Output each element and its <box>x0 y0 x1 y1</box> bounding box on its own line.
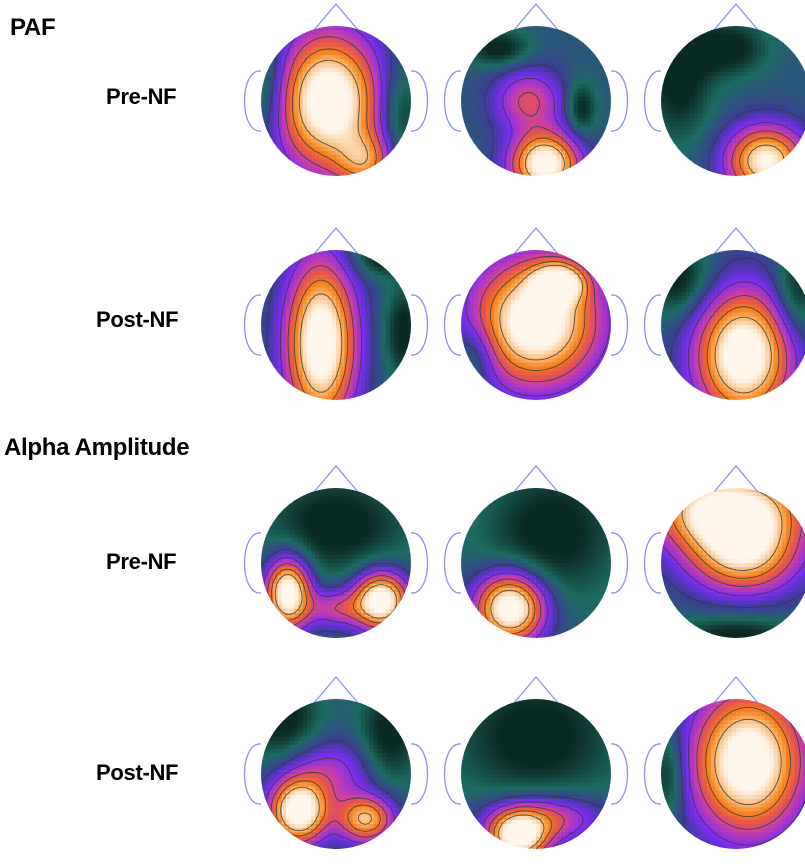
topomap-s1-r1-c2 <box>636 674 805 864</box>
scalp-heatmap <box>261 26 412 177</box>
row-label-paf-post: Post-NF <box>96 307 178 333</box>
topomap-s1-r0-c1 <box>436 463 636 653</box>
left-ear-outline <box>245 533 262 593</box>
scalp-heatmap <box>661 250 805 401</box>
scalp-heatmap <box>461 488 612 639</box>
topomap-s0-r0-c1 <box>436 1 636 191</box>
right-ear-outline <box>411 533 428 593</box>
left-ear-outline <box>645 71 662 131</box>
topomap-s0-r1-c2 <box>636 225 805 415</box>
left-ear-outline <box>645 744 662 804</box>
topomap-s1-r0-c2 <box>636 463 805 653</box>
scalp-heatmap <box>661 488 805 639</box>
right-ear-outline <box>611 71 628 131</box>
left-ear-outline <box>645 533 662 593</box>
right-ear-outline <box>411 744 428 804</box>
scalp-heatmap <box>461 699 612 850</box>
topomap-s1-r1-c1 <box>436 674 636 864</box>
topomap-s1-r1-c0 <box>236 674 436 864</box>
right-ear-outline <box>611 533 628 593</box>
left-ear-outline <box>445 295 462 355</box>
scalp-heatmap <box>661 699 805 850</box>
right-ear-outline <box>611 744 628 804</box>
row-label-alpha-post: Post-NF <box>96 760 178 786</box>
section-title-alpha: Alpha Amplitude <box>4 434 189 462</box>
right-ear-outline <box>411 295 428 355</box>
topomap-s0-r0-c0 <box>236 1 436 191</box>
left-ear-outline <box>445 533 462 593</box>
right-ear-outline <box>411 71 428 131</box>
topomap-s0-r0-c2 <box>636 1 805 191</box>
scalp-heatmap <box>261 250 412 401</box>
topomap-s1-r0-c0 <box>236 463 436 653</box>
section-title-paf: PAF <box>10 14 55 42</box>
scalp-heatmap <box>461 250 612 401</box>
left-ear-outline <box>445 744 462 804</box>
row-label-paf-pre: Pre-NF <box>106 84 176 110</box>
left-ear-outline <box>445 71 462 131</box>
topomap-s0-r1-c1 <box>436 225 636 415</box>
right-ear-outline <box>611 295 628 355</box>
topomap-s0-r1-c0 <box>236 225 436 415</box>
scalp-heatmap <box>661 26 805 177</box>
left-ear-outline <box>245 744 262 804</box>
scalp-heatmap <box>461 26 612 177</box>
left-ear-outline <box>645 295 662 355</box>
row-label-alpha-pre: Pre-NF <box>106 549 176 575</box>
left-ear-outline <box>245 71 262 131</box>
scalp-heatmap <box>261 699 412 850</box>
left-ear-outline <box>245 295 262 355</box>
scalp-heatmap <box>261 488 412 639</box>
